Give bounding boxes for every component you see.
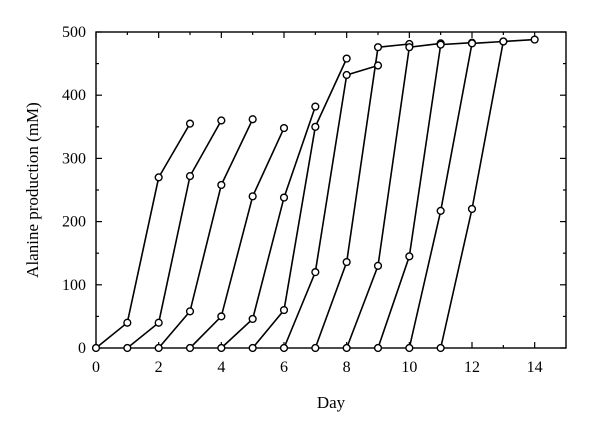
series-7-point — [279, 343, 289, 353]
series-2-point — [185, 171, 195, 181]
series-line-9 — [345, 42, 441, 349]
series-12-point — [499, 37, 508, 46]
series-5-point — [279, 193, 289, 202]
series-6-point — [342, 54, 351, 63]
series-4-point — [279, 123, 289, 133]
x-axis-title: Day — [317, 393, 346, 412]
series-8-point — [373, 43, 383, 52]
series-1-point — [123, 318, 132, 327]
series-8-point — [311, 343, 320, 353]
series-6-point — [279, 305, 289, 315]
x-tick-label: 6 — [280, 359, 288, 376]
series-5-point — [248, 314, 257, 324]
series-9-point — [405, 43, 414, 52]
series-line-2 — [126, 120, 222, 349]
series-line-4 — [189, 127, 285, 349]
series-1-point — [154, 173, 163, 182]
series-11-point — [405, 343, 414, 353]
series-10-point — [373, 343, 383, 353]
series-12-point — [467, 204, 477, 214]
y-tick-label: 400 — [62, 87, 86, 104]
series-line-1 — [95, 123, 191, 349]
series-line-12 — [439, 38, 535, 349]
series-12-point — [436, 343, 445, 353]
series-line-6 — [252, 58, 348, 349]
series-10-point — [436, 40, 445, 49]
series-7-point — [373, 61, 383, 70]
series-5-point — [311, 102, 320, 111]
series-7-point — [342, 70, 351, 80]
series-10-point — [405, 252, 414, 261]
series-11-point — [467, 39, 477, 48]
x-tick-label: 8 — [343, 359, 351, 376]
series-line-5 — [220, 106, 317, 349]
series-8-point — [342, 257, 351, 267]
series-line-8 — [314, 43, 410, 349]
y-axis-title: Alanine production (mM) — [23, 102, 42, 278]
y-tick-label: 300 — [62, 150, 86, 167]
series-line-3 — [158, 118, 254, 349]
series-12-point — [530, 35, 539, 44]
series-4-point — [185, 343, 195, 353]
y-tick-label: 200 — [62, 214, 86, 231]
x-tick-label: 4 — [217, 359, 225, 376]
x-tick-label: 10 — [401, 359, 417, 376]
x-tick-label: 14 — [527, 359, 543, 376]
series-3-point — [217, 180, 226, 190]
x-tick-label: 12 — [464, 359, 480, 376]
series-6-point — [311, 122, 320, 131]
series-9-point — [373, 261, 383, 270]
series-9-point — [342, 343, 351, 353]
series-2-point — [217, 116, 226, 125]
series-4-point — [248, 192, 257, 201]
series-3-point — [185, 307, 195, 316]
series-2-point — [123, 343, 132, 353]
x-tick-label: 0 — [92, 359, 100, 376]
series-3-point — [154, 343, 163, 353]
y-tick-label: 0 — [78, 340, 86, 357]
series-2-point — [154, 318, 163, 327]
series-line-7 — [283, 64, 379, 349]
series-6-point — [248, 343, 257, 353]
series-line-11 — [408, 40, 504, 349]
series-1-point — [185, 119, 195, 128]
series-line-10 — [377, 41, 473, 349]
series-5-point — [217, 343, 226, 353]
series-4-point — [217, 312, 226, 321]
series-3-point — [248, 115, 257, 124]
x-tick-label: 2 — [155, 359, 163, 376]
y-tick-label: 500 — [62, 24, 86, 41]
series-1-point — [91, 343, 101, 353]
y-tick-label: 100 — [62, 277, 86, 294]
series-11-point — [436, 206, 445, 215]
series-7-point — [311, 268, 320, 277]
